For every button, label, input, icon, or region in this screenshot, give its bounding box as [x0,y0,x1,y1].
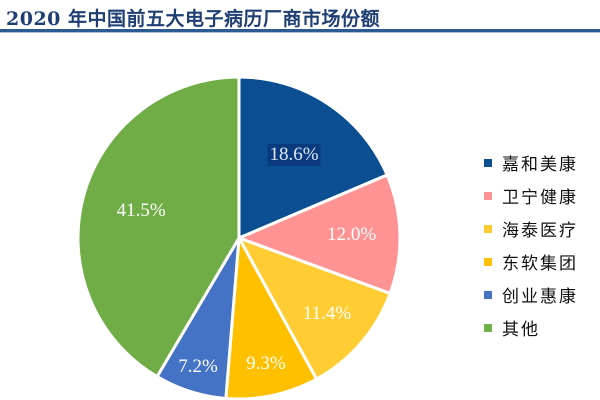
legend-swatch-icon [484,257,492,266]
legend-label: 嘉和美康 [502,155,578,175]
legend-item: 其他 [484,311,578,344]
slice-percent-label: 9.3% [246,353,286,374]
legend-label: 卫宁健康 [502,188,578,208]
slice-percent-label: 7.2% [178,355,218,377]
legend-swatch-icon [484,323,492,332]
pie-slice [224,236,319,400]
pie-slice [237,236,392,381]
legend-swatch-icon [484,191,492,200]
legend-item: 卫宁健康 [484,179,578,212]
legend-swatch-icon [484,158,492,167]
legend-item: 东软集团 [484,245,578,278]
pie-slice [237,173,402,295]
legend-item: 嘉和美康 [484,146,578,179]
legend-item: 海泰医疗 [484,212,578,245]
title-divider [0,29,600,33]
slice-percent-label: 18.6% [267,143,321,166]
chart-title: 2020 年中国前五大电子病历厂商市场份额 [6,8,380,30]
legend-swatch-icon [484,224,492,233]
legend-label: 海泰医疗 [502,221,578,241]
slice-percent-label: 41.5% [116,200,166,222]
legend-label: 其他 [502,320,540,340]
slice-percent-label: 12.0% [327,224,377,246]
legend-label: 创业惠康 [502,287,578,307]
legend-item: 创业惠康 [484,278,578,311]
legend: 嘉和美康 卫宁健康 海泰医疗 东软集团 创业惠康 其他 [484,146,578,344]
legend-swatch-icon [484,290,492,299]
slice-percent-label: 11.4% [302,302,352,324]
pie-slice [76,75,241,379]
legend-label: 东软集团 [502,254,578,274]
